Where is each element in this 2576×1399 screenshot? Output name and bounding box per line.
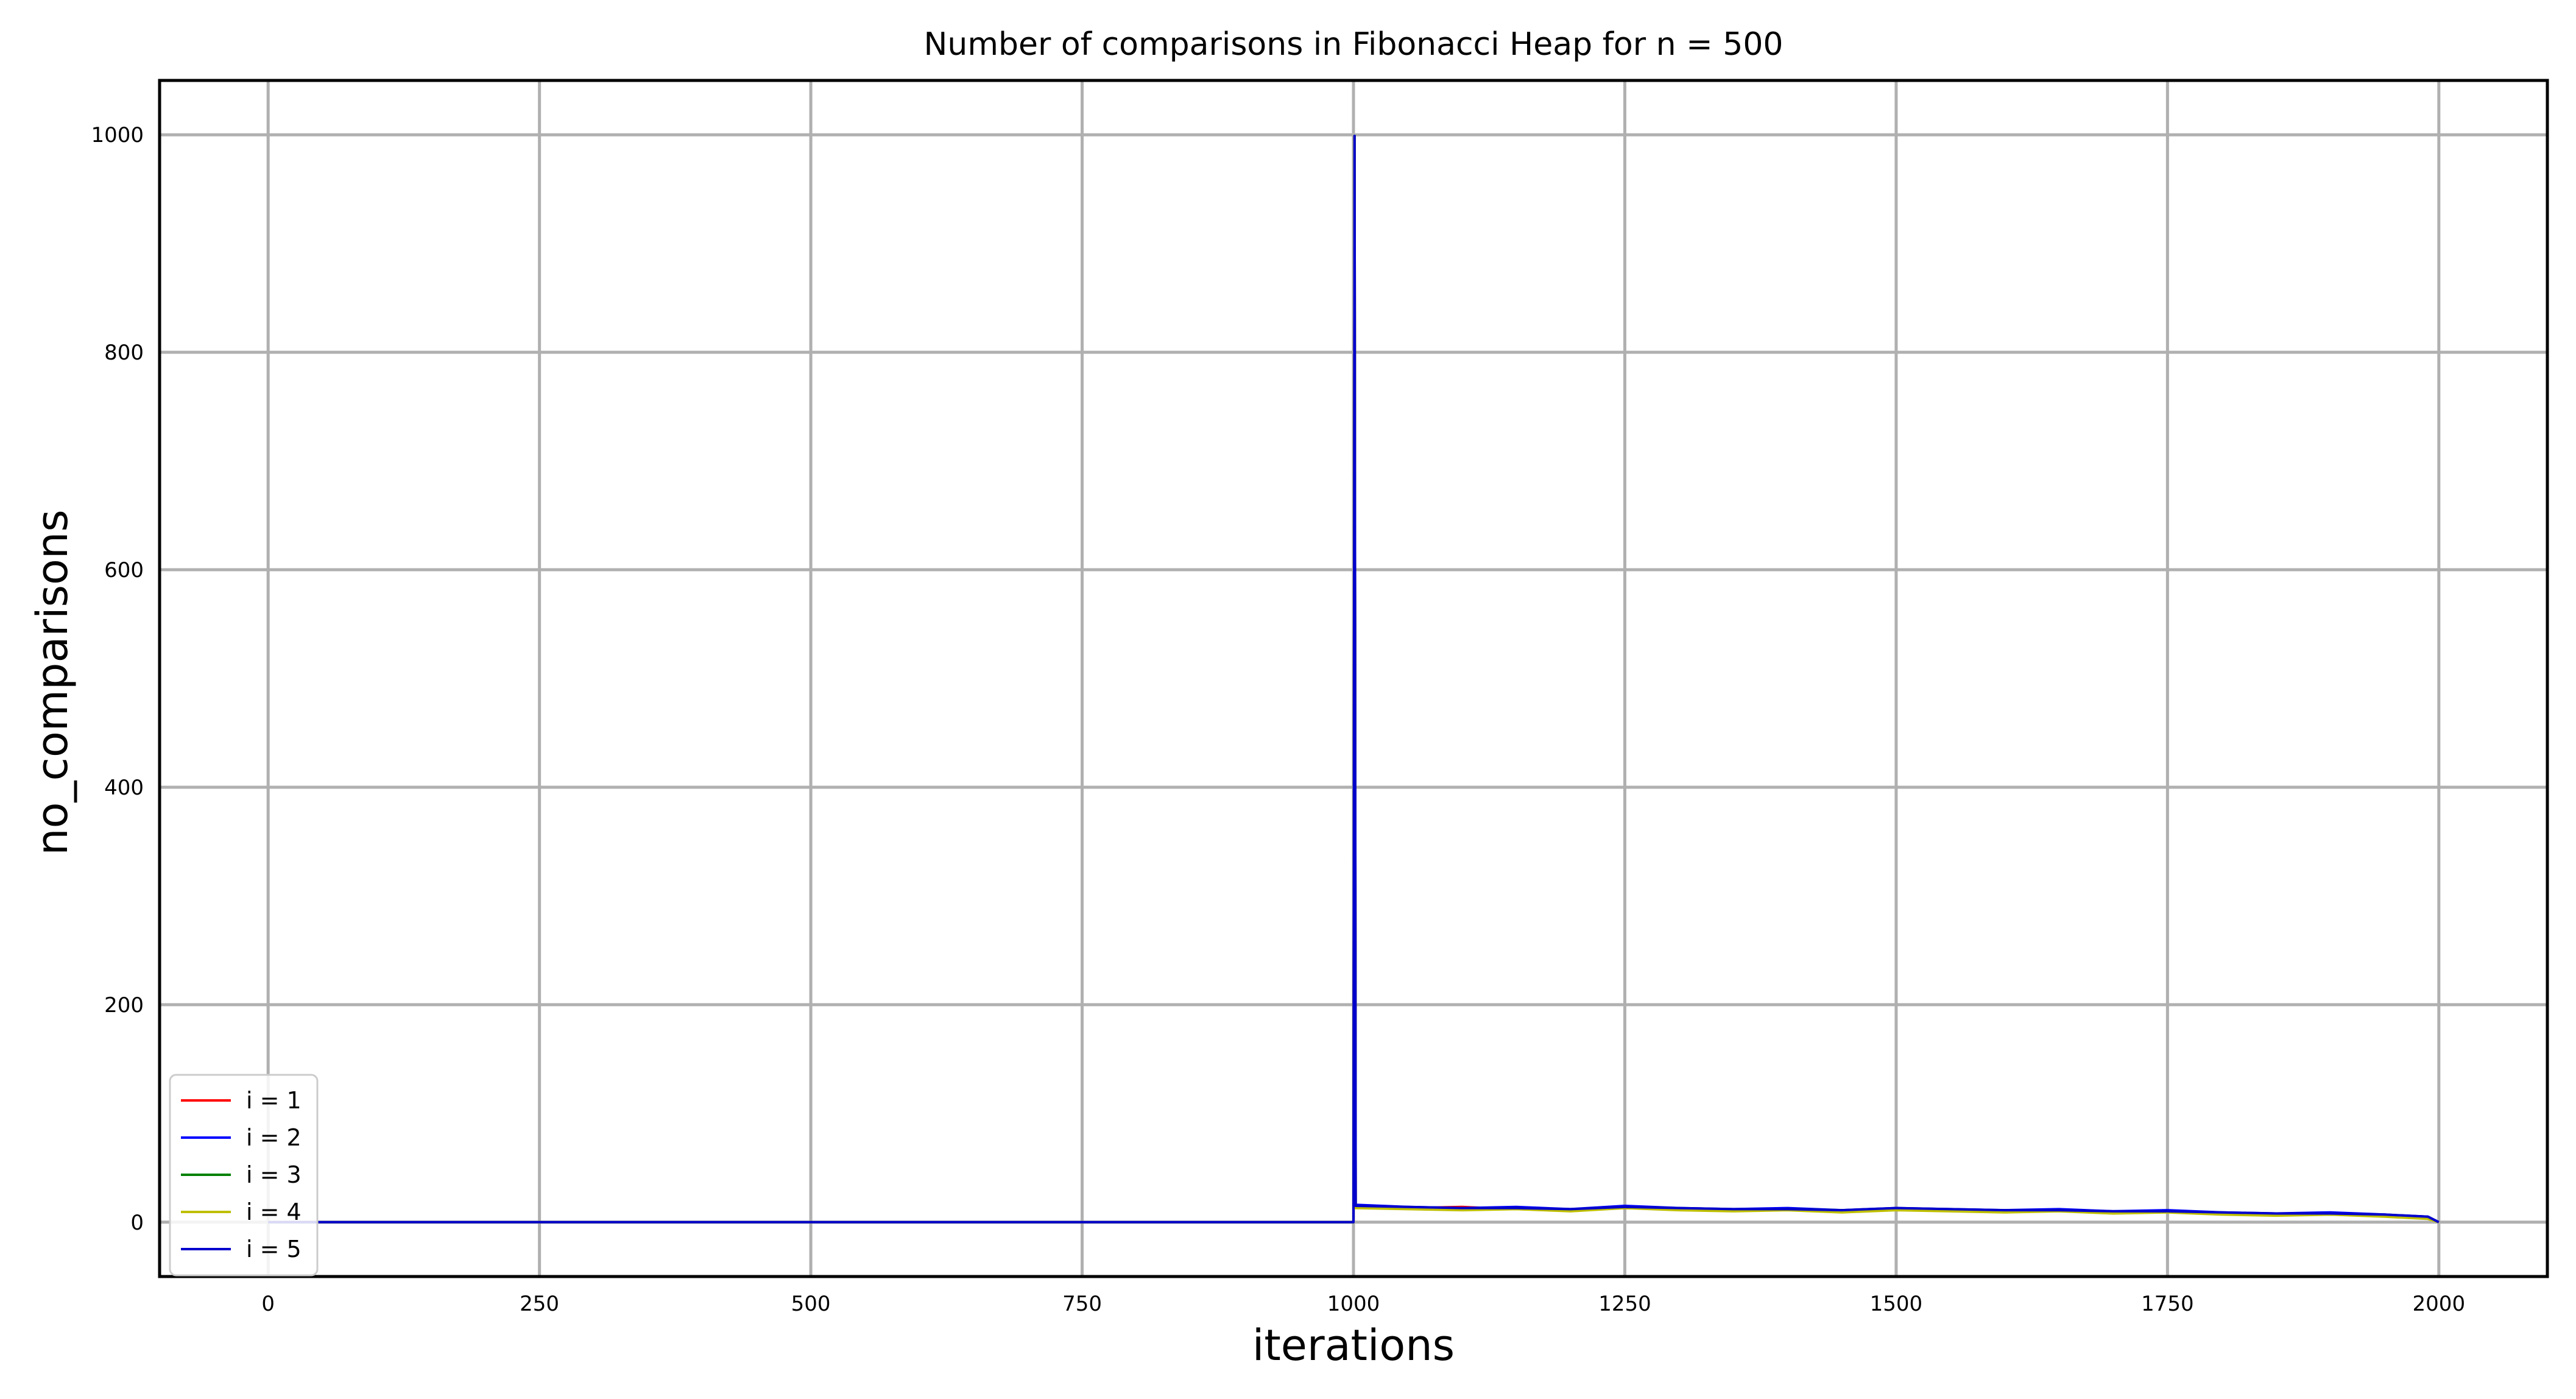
y-tick-label: 1000 xyxy=(91,123,144,147)
x-tick-label: 0 xyxy=(261,1292,275,1316)
plot-frame xyxy=(158,79,2549,1278)
chart-title: Number of comparisons in Fibonacci Heap … xyxy=(924,26,1784,63)
x-axis-label: iterations xyxy=(1252,1320,1455,1370)
legend-label: i = 2 xyxy=(246,1124,302,1151)
legend-label: i = 1 xyxy=(246,1087,302,1114)
legend-label: i = 5 xyxy=(246,1236,302,1263)
y-tick-label: 600 xyxy=(104,558,144,583)
legend: i = 1 i = 2 i = 3 i = 4 i = 5 xyxy=(169,1074,319,1277)
x-tick-label: 500 xyxy=(791,1292,831,1316)
series-lines xyxy=(268,135,2440,1224)
y-tick-label: 400 xyxy=(104,776,144,800)
axis-ticks: 0 250 500 750 1000 1250 1500 1750 2000 0 200 400 600… xyxy=(91,123,2465,1316)
series-line-5 xyxy=(268,135,2440,1224)
y-axis-label: no_comparisons xyxy=(27,509,77,855)
y-tick-label: 0 xyxy=(130,1211,144,1235)
x-tick-label: 1750 xyxy=(2141,1292,2194,1316)
x-tick-label: 1500 xyxy=(1870,1292,1923,1316)
legend-box xyxy=(169,1074,319,1277)
x-tick-label: 250 xyxy=(520,1292,559,1316)
x-tick-label: 1250 xyxy=(1598,1292,1651,1316)
legend-label: i = 4 xyxy=(246,1199,302,1225)
y-tick-label: 200 xyxy=(104,993,144,1018)
x-tick-label: 2000 xyxy=(2413,1292,2466,1316)
legend-label: i = 3 xyxy=(246,1161,302,1188)
series-line-4 xyxy=(268,135,2440,1224)
x-tick-label: 750 xyxy=(1062,1292,1102,1316)
y-tick-label: 800 xyxy=(104,341,144,365)
x-tick-label: 1000 xyxy=(1327,1292,1380,1316)
